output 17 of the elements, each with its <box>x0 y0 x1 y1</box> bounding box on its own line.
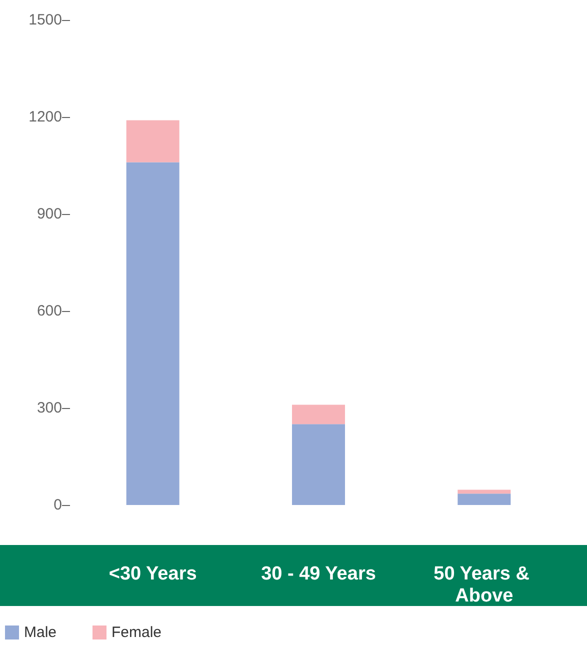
bar <box>458 494 511 505</box>
y-tick-label: 0 <box>54 496 62 514</box>
legend-label: Female <box>112 624 162 641</box>
legend-label: Male <box>24 624 57 641</box>
y-tick-label: 300 <box>36 400 62 416</box>
bar <box>292 424 345 505</box>
y-tick-label: 1500 <box>28 12 62 28</box>
x-tick-label: <30 Years <box>108 564 197 584</box>
bar <box>458 490 511 494</box>
bar <box>126 120 180 162</box>
bar <box>126 162 180 505</box>
y-tick-label: 1200 <box>28 108 62 126</box>
bar <box>292 404 345 424</box>
x-tick-label: 30 - 49 Years <box>261 564 376 584</box>
y-tick-label: 600 <box>36 302 62 320</box>
x-tick-label: 50 Years & Above <box>434 564 535 606</box>
y-tick-label: 900 <box>36 206 62 222</box>
